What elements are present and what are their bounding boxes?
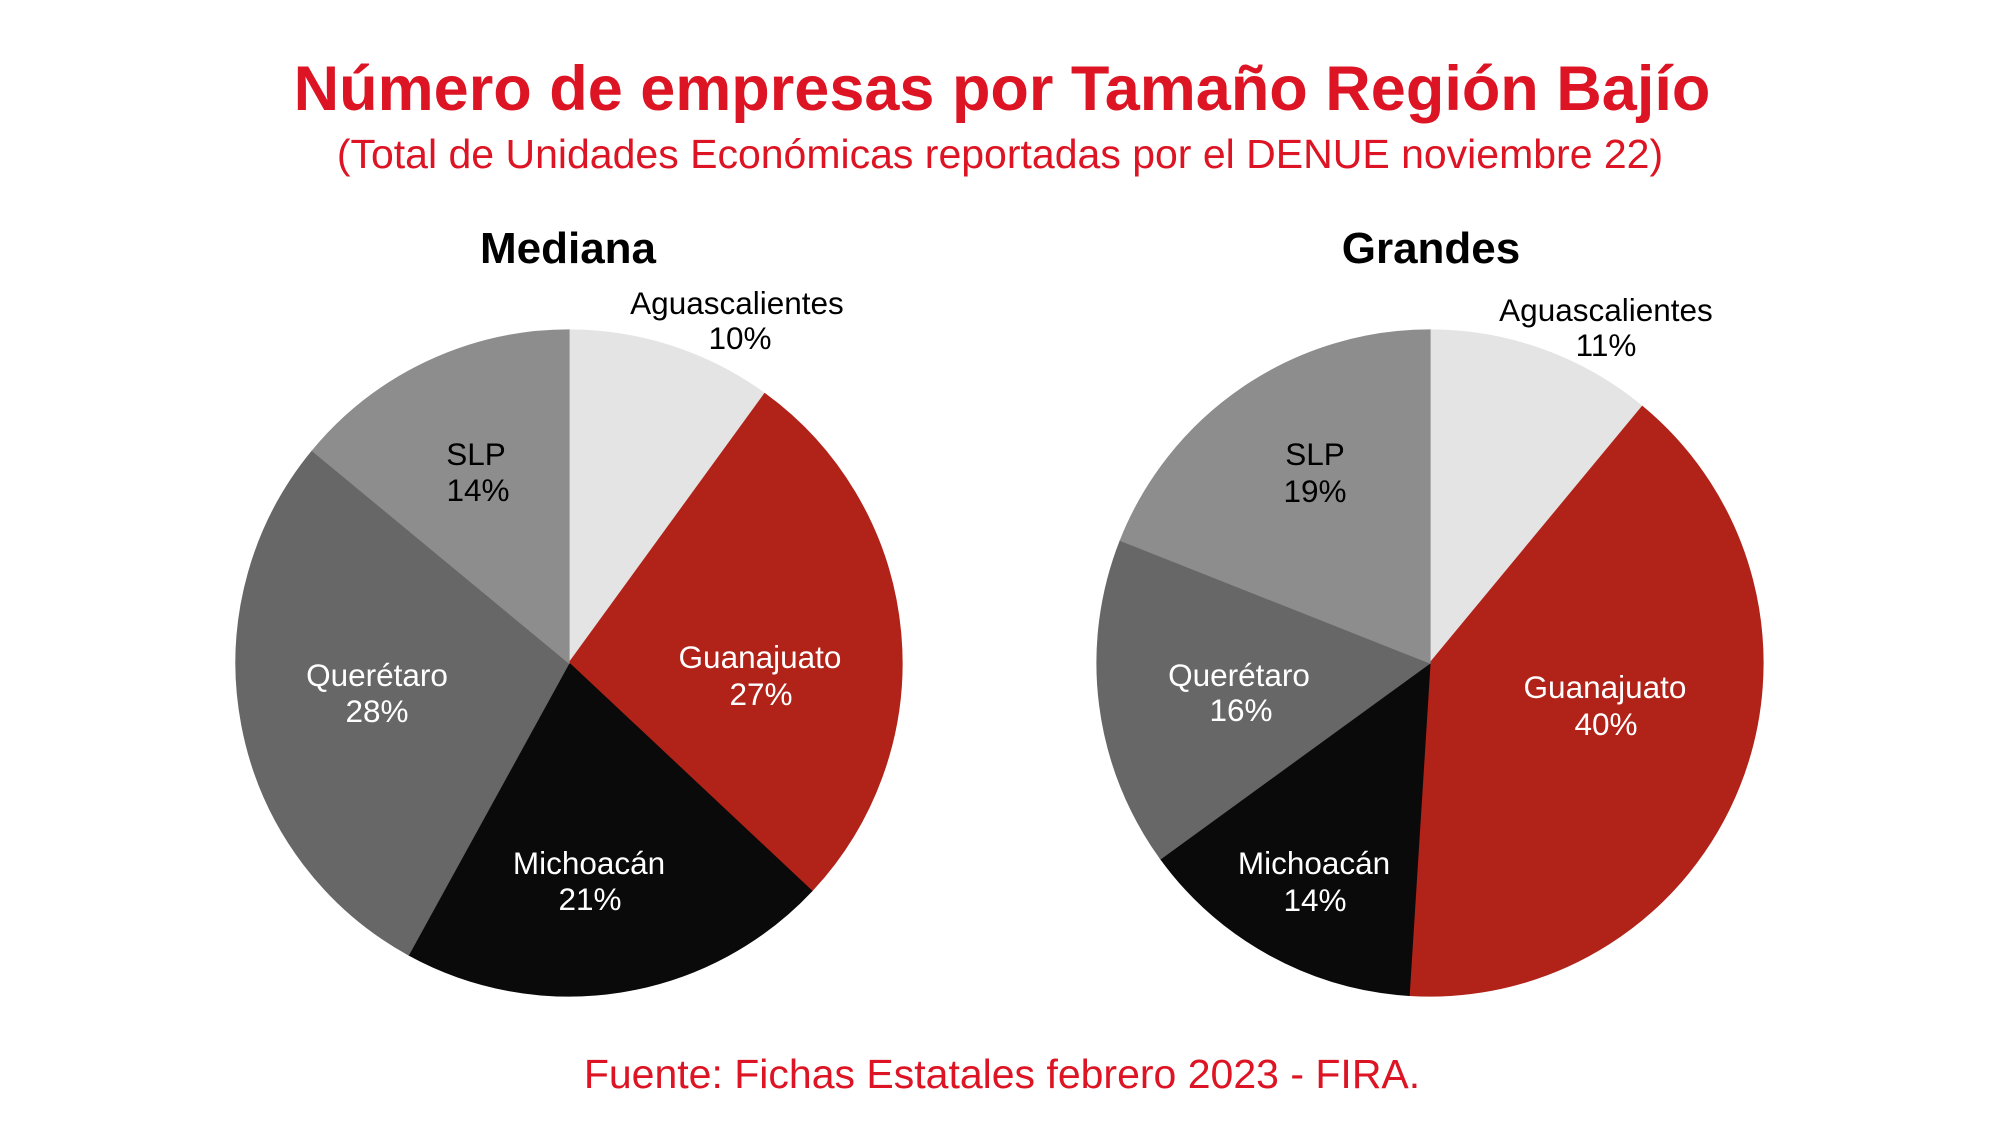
- svg-text:28%: 28%: [345, 693, 408, 729]
- svg-text:Querétaro: Querétaro: [306, 657, 448, 693]
- svg-text:Querétaro: Querétaro: [1168, 657, 1310, 693]
- svg-text:10%: 10%: [708, 320, 771, 356]
- svg-text:27%: 27%: [729, 676, 792, 712]
- svg-text:Michoacán: Michoacán: [513, 845, 665, 881]
- svg-text:Número de empresas por Tamaño: Número de empresas por Tamaño Región Baj…: [294, 54, 1711, 124]
- svg-text:14%: 14%: [446, 472, 509, 508]
- svg-text:16%: 16%: [1209, 692, 1272, 728]
- svg-text:SLP: SLP: [1285, 436, 1345, 472]
- svg-text:21%: 21%: [558, 881, 621, 917]
- svg-text:14%: 14%: [1283, 882, 1346, 918]
- svg-text:Grandes: Grandes: [1342, 224, 1521, 273]
- svg-text:Michoacán: Michoacán: [1238, 845, 1390, 881]
- svg-text:Aguascalientes: Aguascalientes: [630, 285, 844, 321]
- svg-text:SLP: SLP: [446, 436, 506, 472]
- svg-text:Mediana: Mediana: [480, 224, 657, 273]
- svg-text:Guanajuato: Guanajuato: [679, 639, 842, 675]
- svg-text:Aguascalientes: Aguascalientes: [1499, 292, 1713, 328]
- svg-text:Guanajuato: Guanajuato: [1524, 669, 1687, 705]
- svg-text:19%: 19%: [1283, 473, 1346, 509]
- svg-text:11%: 11%: [1576, 327, 1637, 363]
- svg-text:Fuente: Fichas Estatales febre: Fuente: Fichas Estatales febrero 2023 - …: [584, 1051, 1420, 1097]
- svg-text:(Total de Unidades Económicas: (Total de Unidades Económicas reportadas…: [337, 131, 1663, 177]
- svg-text:40%: 40%: [1574, 706, 1637, 742]
